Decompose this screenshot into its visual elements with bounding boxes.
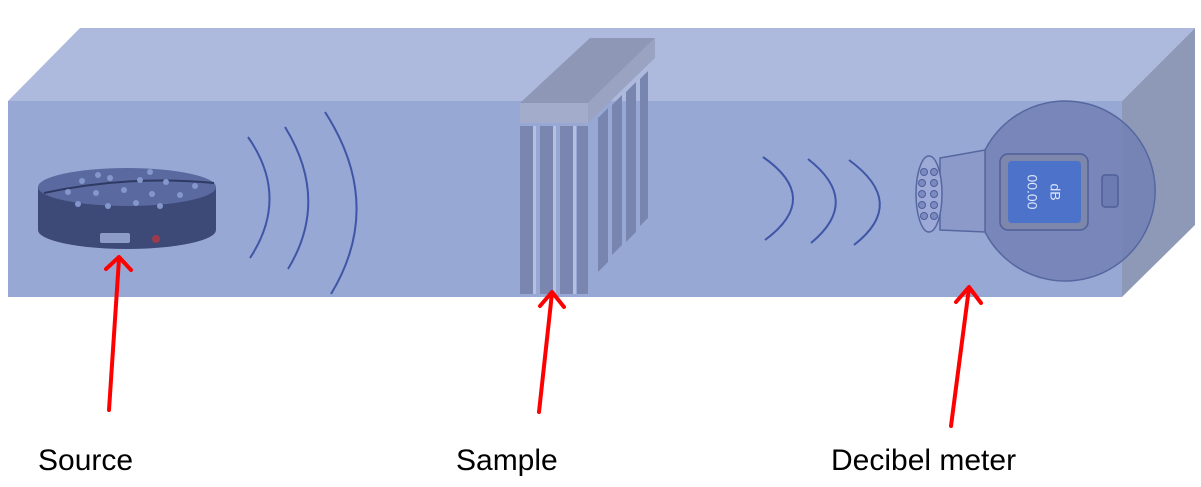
meter-side-button <box>1101 174 1119 208</box>
sound-waves-source <box>247 111 358 295</box>
arrow-to-source <box>104 255 133 412</box>
meter-reading: 00.00 <box>1024 174 1040 209</box>
arrow-to-sample <box>537 290 566 414</box>
label-source: Source <box>38 444 134 477</box>
speaker-icon <box>38 168 216 249</box>
sound-waves-meter <box>762 156 881 246</box>
label-sample: Sample <box>456 444 558 477</box>
meter-screen <box>1008 161 1081 223</box>
label-decibel-meter: Decibel meter <box>831 444 1017 477</box>
arrow-to-meter <box>949 285 983 428</box>
pointer-arrows <box>104 255 983 428</box>
sample-panel <box>520 38 655 294</box>
decibel-meter-icon: 00.00 dB <box>915 100 1156 282</box>
meter-unit: dB <box>1047 183 1063 200</box>
